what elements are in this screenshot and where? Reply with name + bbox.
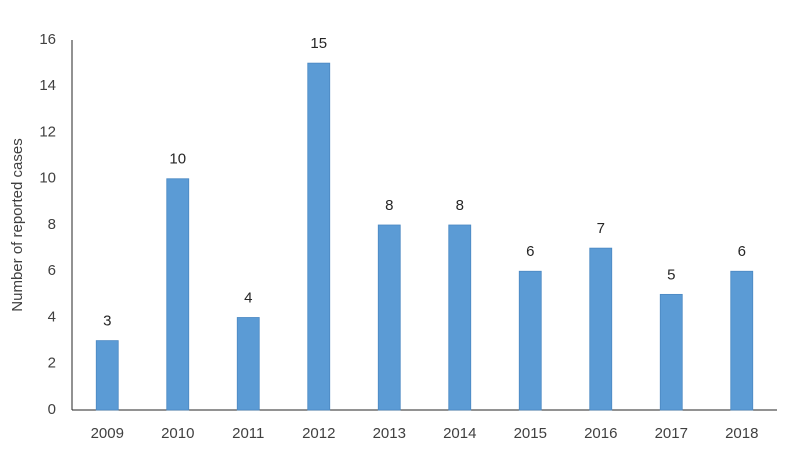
bar	[589, 247, 613, 411]
y-tick-label: 14	[39, 77, 56, 94]
data-label: 8	[456, 197, 464, 214]
bar	[95, 340, 119, 411]
data-label: 8	[385, 197, 393, 214]
x-tick-label: 2014	[443, 425, 476, 442]
y-tick-label: 2	[48, 355, 56, 372]
bar	[730, 270, 754, 411]
y-tick-label: 6	[48, 262, 56, 279]
data-label: 7	[597, 220, 605, 237]
bar	[518, 270, 542, 411]
y-tick-label: 0	[48, 401, 56, 418]
bar	[307, 62, 331, 411]
data-label: 10	[169, 151, 186, 168]
y-tick-label: 16	[39, 31, 56, 48]
bar	[448, 224, 472, 411]
x-tick-label: 2010	[161, 425, 194, 442]
x-tick-label: 2018	[725, 425, 758, 442]
data-label: 5	[667, 266, 675, 283]
data-label: 15	[310, 35, 327, 52]
y-tick-label: 8	[48, 216, 56, 233]
data-label: 4	[244, 289, 252, 306]
x-tick-label: 2011	[232, 425, 264, 442]
data-label: 6	[526, 243, 534, 260]
data-label: 3	[103, 313, 111, 330]
bar	[166, 178, 190, 411]
y-tick-label: 12	[39, 123, 56, 140]
bar	[659, 293, 683, 411]
x-tick-label: 2016	[584, 425, 617, 442]
bar	[377, 224, 401, 411]
x-tick-label: 2013	[373, 425, 406, 442]
bar	[236, 317, 260, 411]
y-tick-label: 4	[48, 308, 56, 325]
y-axis-label: Number of reported cases	[9, 138, 26, 311]
x-tick-label: 2017	[655, 425, 688, 442]
x-tick-label: 2009	[91, 425, 124, 442]
x-tick-label: 2015	[514, 425, 547, 442]
y-tick-label: 10	[39, 170, 56, 187]
data-label: 6	[738, 243, 746, 260]
x-tick-label: 2012	[302, 425, 335, 442]
